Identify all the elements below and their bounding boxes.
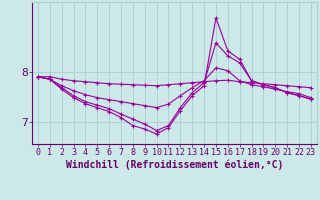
X-axis label: Windchill (Refroidissement éolien,°C): Windchill (Refroidissement éolien,°C) [66, 160, 283, 170]
